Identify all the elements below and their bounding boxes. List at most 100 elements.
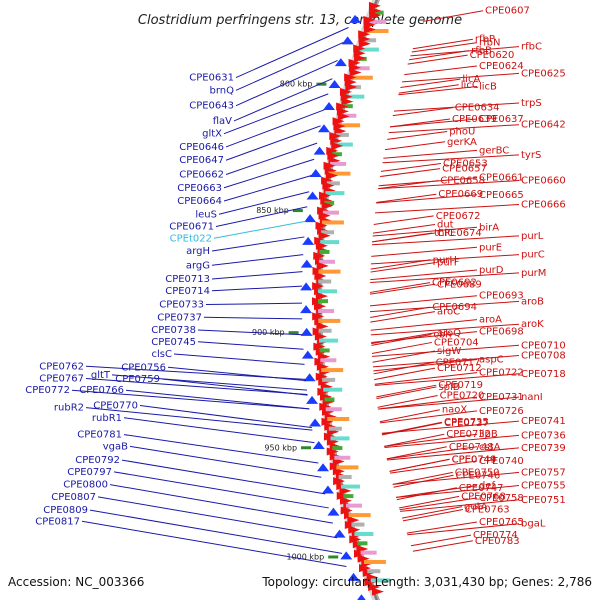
forward-gene-label: CPE0737 — [157, 312, 202, 323]
forward-gene-label: CPE0713 — [165, 274, 210, 285]
forward-gene-label: CPEt022 — [170, 233, 212, 244]
forward-gene-label: gltX — [202, 129, 222, 140]
reverse-gene-glyph — [371, 587, 384, 596]
reverse-gene-label: sigW — [437, 346, 461, 357]
right-connector — [373, 215, 434, 225]
left-connector — [129, 445, 322, 478]
reverse-gene-label: CPE0726 — [479, 406, 524, 417]
reverse-gene-label: purH — [433, 255, 457, 266]
right-connector — [373, 361, 434, 375]
kbp-scale: 800 kbp 850 kbp 900 kbp 950 kbp 1000 kbp — [252, 80, 339, 561]
reverse-gene-glyph — [357, 554, 370, 563]
right-connector — [373, 359, 478, 372]
forward-gene-label: CPE0738 — [151, 325, 196, 336]
reverse-gene-label: aroA — [479, 315, 502, 326]
gene-block-glyph — [323, 387, 343, 392]
left-connector — [197, 341, 304, 350]
left-connector — [85, 407, 313, 431]
reverse-gene-label: CPE0692 — [432, 278, 477, 289]
right-connector — [370, 269, 478, 281]
reverse-gene-glyph — [347, 516, 360, 525]
right-connector — [374, 367, 436, 381]
forward-gene-glyph — [347, 572, 360, 581]
reverse-gene-glyph — [354, 54, 367, 63]
reverse-gene-glyph — [349, 68, 362, 77]
left-connector — [211, 285, 303, 292]
reverse-gene-label: CPE0624 — [479, 61, 524, 72]
reverse-gene-glyph — [368, 582, 381, 591]
reverse-gene-label: CPE0642 — [521, 120, 566, 131]
gene-block-glyph — [359, 47, 379, 52]
forward-gene-label: gltT — [91, 370, 111, 381]
forward-gene-label: leuS — [195, 209, 217, 220]
reverse-gene-label: CPE0653 — [443, 158, 488, 169]
right-connector — [371, 235, 520, 246]
right-connector — [400, 499, 520, 512]
reverse-gene-label: CPE0665 — [479, 190, 524, 201]
forward-gene-label: CPE0647 — [179, 155, 224, 166]
forward-gene-glyph — [312, 440, 325, 449]
reverse-gene-label: CPE0731 — [479, 392, 524, 403]
reverse-gene-label: licB — [479, 82, 497, 93]
reverse-gene-glyph — [316, 261, 329, 270]
forward-gene-glyph — [317, 124, 330, 133]
gene-block-glyph — [332, 446, 343, 451]
right-connector — [407, 523, 520, 536]
reverse-gene-label: aspC — [479, 355, 504, 366]
right-connector — [372, 350, 436, 363]
forward-gene-label: CPE0714 — [165, 286, 210, 297]
forward-gene-glyph — [300, 327, 313, 336]
reverse-gene-label: CPE0746 — [455, 470, 500, 481]
forward-gene-label: CPE0800 — [63, 480, 108, 491]
forward-gene-label: CPE0772 — [25, 385, 70, 396]
left-connector — [125, 389, 310, 410]
gene-block-glyph — [320, 240, 340, 245]
kbp-tick — [301, 446, 312, 450]
gene-block-glyph — [338, 123, 361, 128]
forward-gene-glyph — [302, 236, 315, 245]
reverse-gene-label: CPE0741 — [521, 416, 566, 427]
reverse-gene-label: CPE0658 — [440, 176, 485, 187]
right-connector — [399, 495, 460, 509]
left-connector — [218, 191, 310, 215]
forward-gene-glyph — [300, 259, 313, 268]
gene-block-glyph — [336, 465, 359, 470]
gene-block-glyph — [318, 309, 335, 314]
gene-block-glyph — [319, 348, 330, 353]
right-connector — [378, 180, 439, 190]
forward-gene-label: argG — [186, 260, 210, 271]
right-connector — [412, 540, 473, 552]
right-connector — [380, 168, 441, 178]
right-connector — [406, 521, 478, 534]
forward-gene-label: CPE0762 — [39, 361, 84, 372]
gene-block-glyph — [333, 142, 353, 147]
right-connector — [377, 396, 520, 410]
left-connector — [211, 236, 305, 252]
reverse-gene-glyph — [349, 535, 362, 544]
forward-gene-label: CPE0770 — [93, 401, 138, 412]
reverse-gene-label: CPE0639 — [452, 114, 497, 125]
left-connector — [215, 206, 308, 228]
reverse-gene-label: CPE0751 — [521, 495, 566, 506]
forward-gene-label: CPE0631 — [189, 73, 234, 84]
right-connector — [382, 422, 443, 436]
gene-block-glyph — [340, 484, 360, 489]
forward-gene-glyph — [309, 169, 322, 178]
reverse-gene-label: CPE0607 — [485, 6, 530, 17]
gene-block-glyph — [370, 19, 387, 24]
left-connector — [81, 520, 347, 568]
reverse-gene-label: CPE0727 — [444, 418, 489, 429]
gene-block-glyph — [322, 210, 339, 215]
right-connector — [371, 246, 478, 257]
right-connector — [381, 420, 520, 434]
right-connector — [387, 131, 448, 140]
reverse-gene-glyph — [356, 545, 369, 554]
right-connector — [389, 458, 450, 472]
left-connector — [233, 78, 333, 122]
reverse-gene-glyph — [344, 520, 357, 529]
reverse-gene-glyph — [341, 97, 354, 106]
right-connector — [398, 86, 478, 96]
right-connector — [371, 331, 478, 343]
gene-block-glyph — [340, 113, 357, 118]
right-connector — [376, 384, 437, 398]
